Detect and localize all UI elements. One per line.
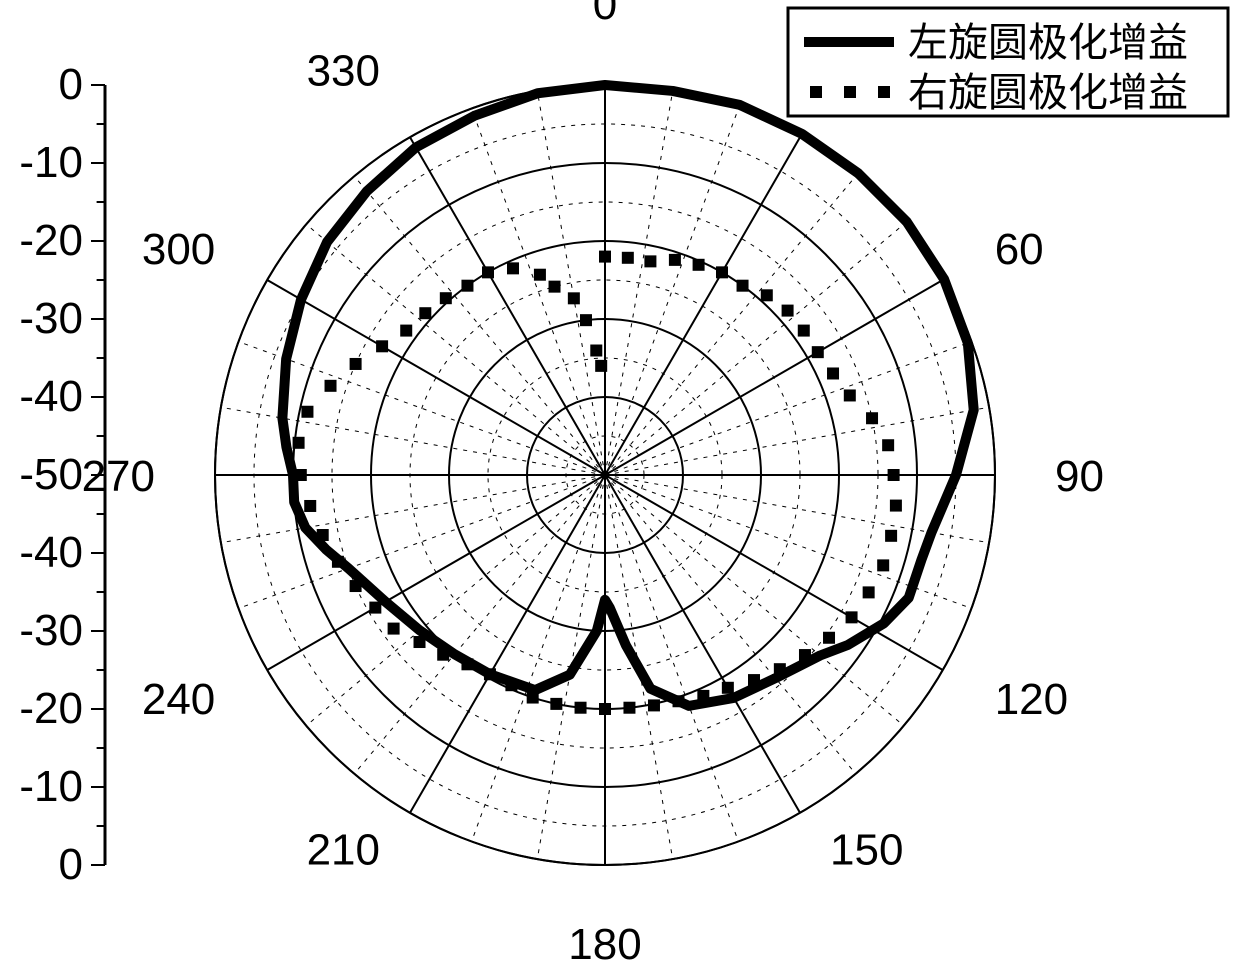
polar-svg: 03060901201501802102402703003300-10-20-3… (0, 0, 1240, 969)
angle-label-330: 330 (307, 46, 380, 95)
legend-label: 左旋圆极化增益 (908, 21, 1188, 65)
angle-label-0: 0 (593, 0, 617, 29)
radial-axis-label: -10 (19, 138, 83, 187)
radial-axis-label: 0 (59, 60, 83, 109)
angle-label-240: 240 (142, 675, 215, 724)
radial-axis-label: -40 (19, 528, 83, 577)
radial-axis-label: -10 (19, 762, 83, 811)
angle-label-90: 90 (1055, 452, 1104, 501)
angle-label-150: 150 (830, 826, 903, 875)
legend-label: 右旋圆极化增益 (908, 71, 1188, 115)
radial-axis-label: -20 (19, 684, 83, 733)
radial-axis-label: 0 (59, 840, 83, 889)
angle-label-300: 300 (142, 225, 215, 274)
radial-axis-label: -50 (19, 450, 83, 499)
angle-label-60: 60 (995, 225, 1044, 274)
radial-axis-label: -20 (19, 216, 83, 265)
radial-axis-label: -40 (19, 372, 83, 421)
polar-chart: 03060901201501802102402703003300-10-20-3… (0, 0, 1240, 969)
angle-label-180: 180 (568, 920, 641, 969)
angle-label-210: 210 (307, 826, 380, 875)
angle-label-270: 270 (82, 452, 155, 501)
legend: 左旋圆极化增益右旋圆极化增益 (788, 8, 1228, 116)
radial-axis-label: -30 (19, 294, 83, 343)
radial-axis-label: -30 (19, 606, 83, 655)
angle-label-120: 120 (995, 675, 1068, 724)
